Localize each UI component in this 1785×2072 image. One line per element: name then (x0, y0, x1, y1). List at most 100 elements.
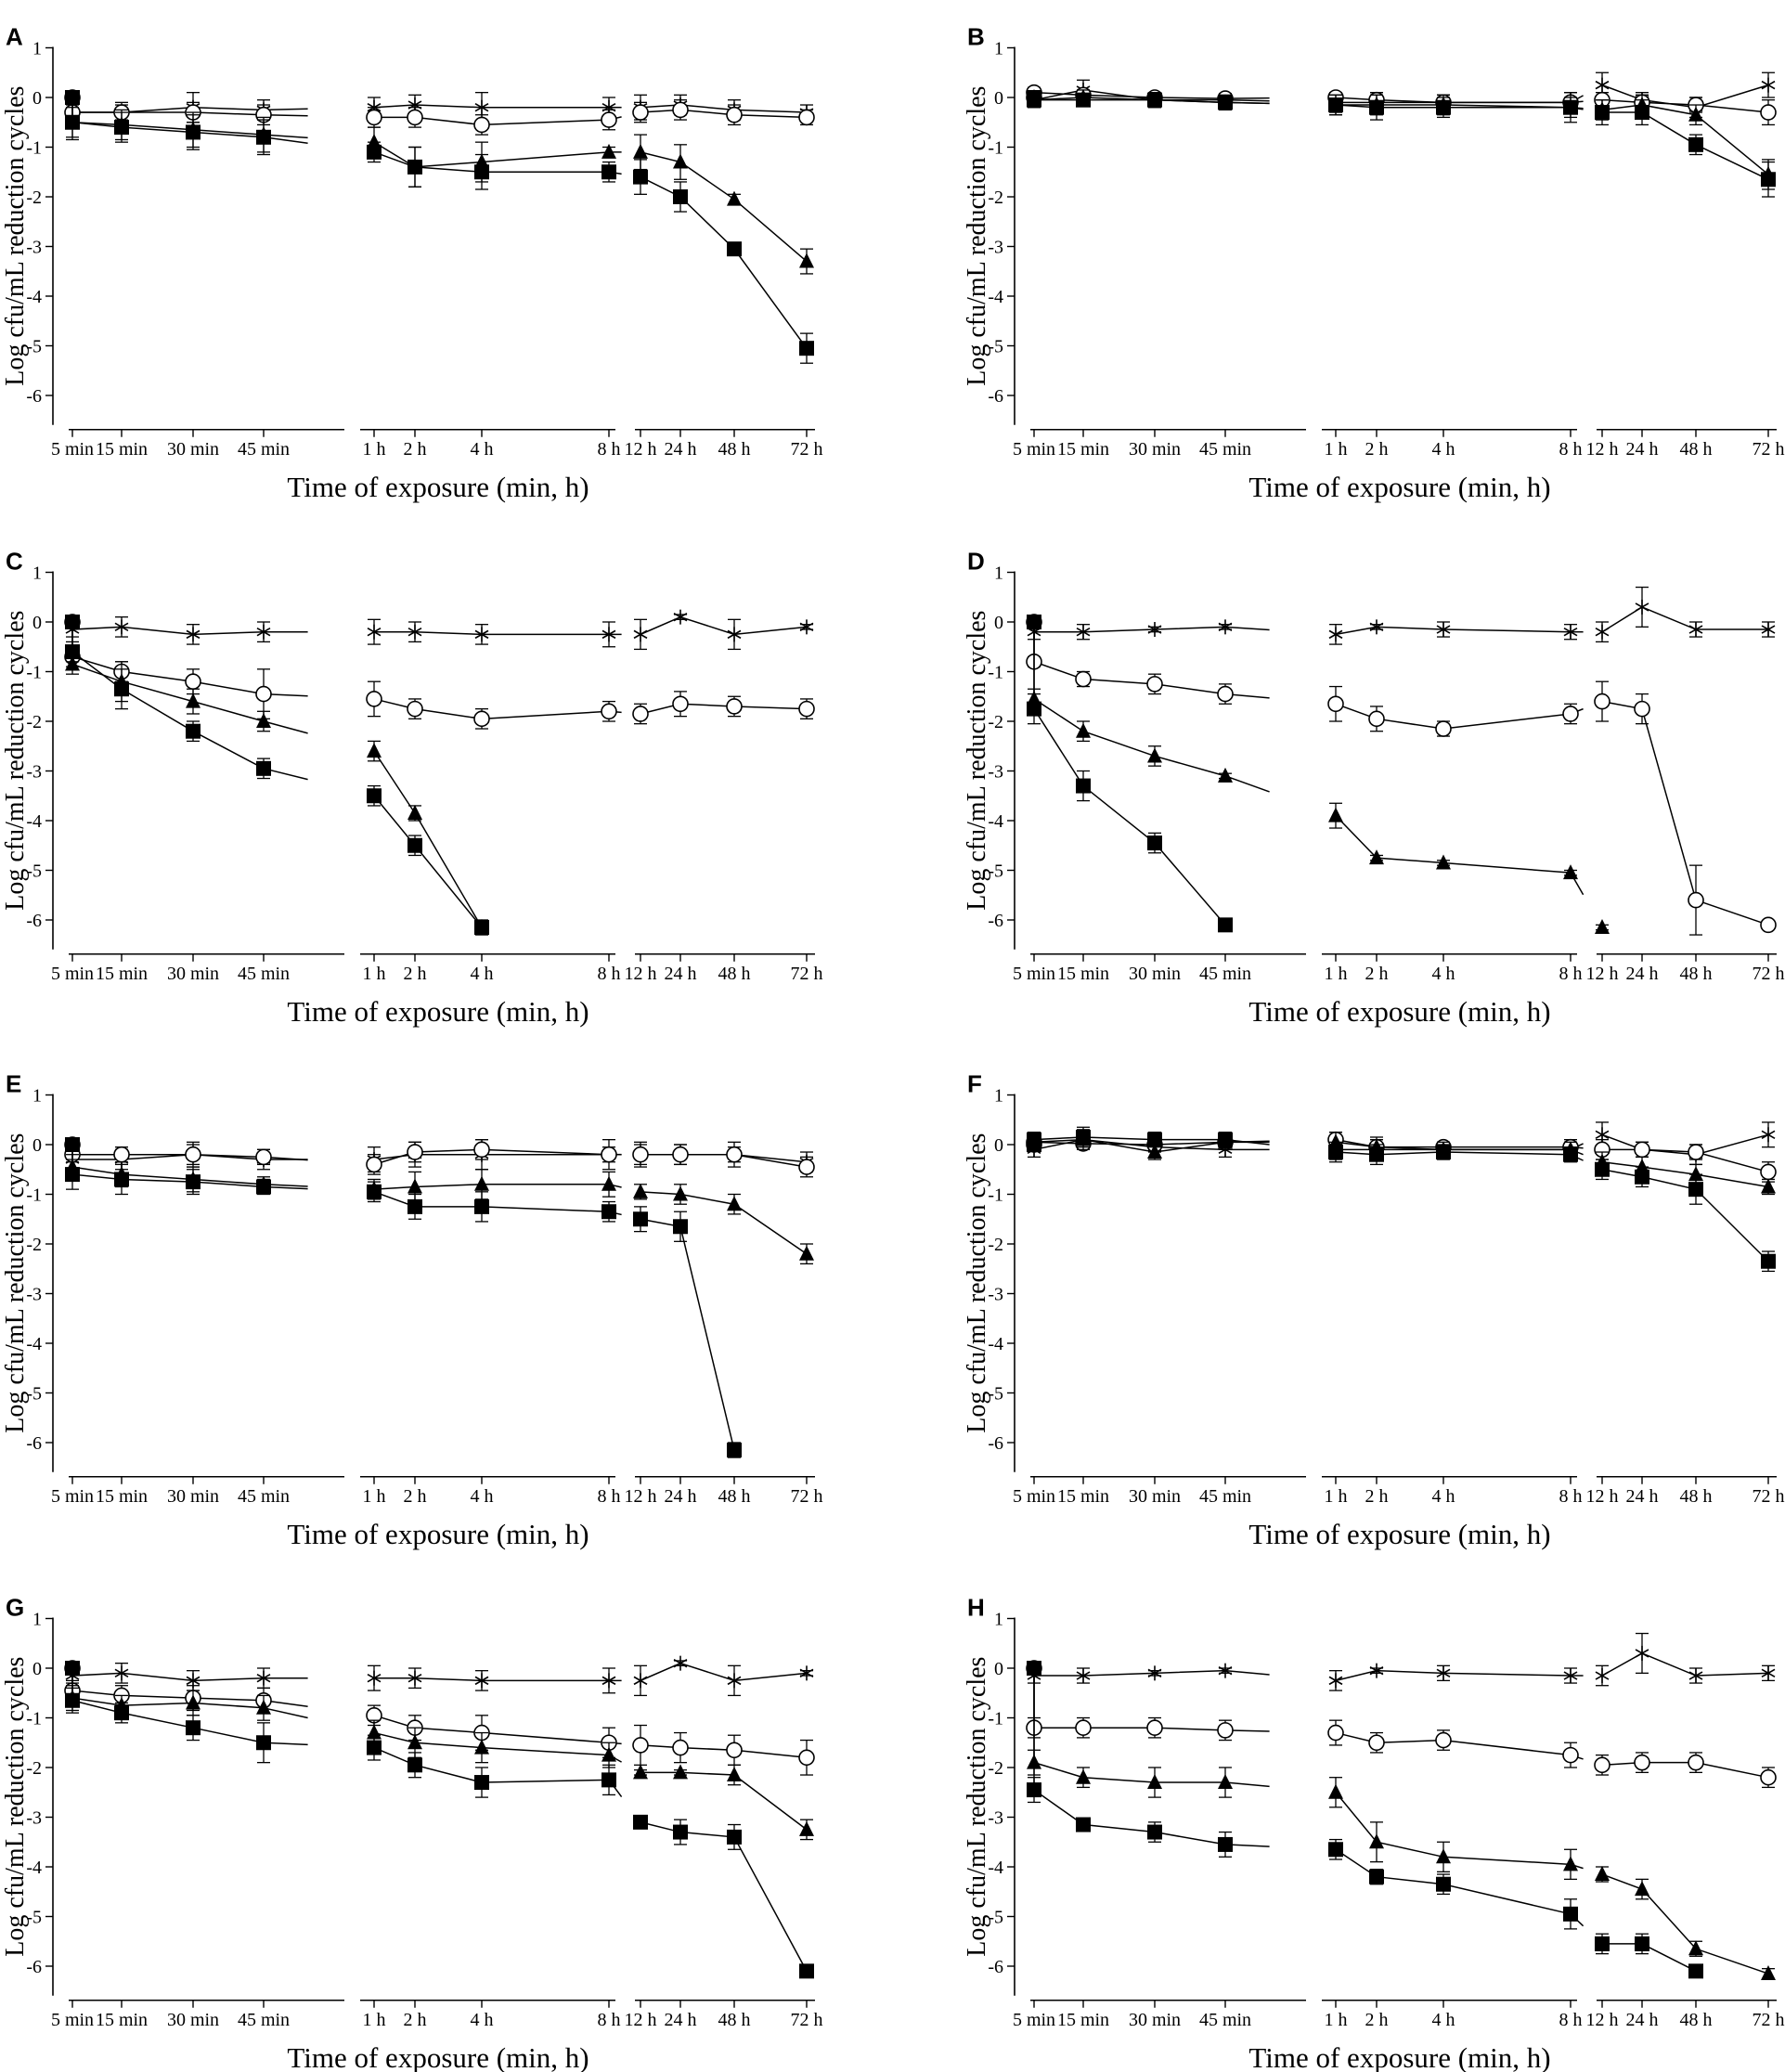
x-tick-label: 30 min (167, 2010, 219, 2030)
data-point-circle (632, 1146, 649, 1163)
data-point-star (601, 627, 616, 642)
data-point-circle (185, 1146, 201, 1163)
data-point-square (1369, 1146, 1384, 1162)
y-tick-label: -5 (988, 1384, 1003, 1405)
data-point-square (1027, 615, 1041, 629)
x-tick-label: 24 h (665, 2010, 697, 2030)
series-line-triangle (1335, 1141, 1571, 1151)
series-line-triangle (1335, 1792, 1572, 1866)
data-point-square (256, 1735, 271, 1751)
star-stroke (727, 1676, 742, 1686)
data-point-circle (1217, 685, 1234, 703)
series-line-star (71, 622, 265, 636)
series-line-square (71, 97, 265, 138)
data-point-square (727, 241, 742, 257)
x-tick-label: 30 min (167, 964, 219, 984)
x-tick-label: 4 h (1432, 964, 1455, 984)
series-line-star (1033, 622, 1226, 633)
x-tick-label: 2 h (1365, 439, 1389, 460)
data-point-square (367, 1740, 382, 1755)
y-tick-label: -6 (26, 1957, 42, 1977)
data-point-circle (672, 1146, 689, 1163)
x-tick-label: 1 h (363, 2010, 386, 2030)
data-point-triangle (474, 1175, 489, 1191)
series-line-circle (640, 1153, 808, 1168)
data-point-star (367, 1670, 382, 1686)
data-point-square (114, 120, 129, 136)
data-point-circle (1435, 720, 1452, 737)
data-point-star (673, 1655, 688, 1671)
star-stroke (673, 1658, 688, 1668)
x-tick-label: 30 min (167, 1486, 219, 1507)
data-point-triangle (727, 1196, 742, 1211)
series-line-circle (71, 1145, 265, 1159)
y-tick-label: -4 (26, 1858, 42, 1878)
data-point-circle (255, 1148, 272, 1166)
x-tick-label: 1 h (363, 439, 386, 460)
data-point-square (367, 144, 382, 160)
x-axis-title: Time of exposure (min, h) (287, 995, 589, 1028)
y-tick-label: -1 (988, 138, 1003, 159)
y-tick-label: 0 (32, 613, 42, 633)
series-line-triangle (1601, 1873, 1769, 1975)
y-tick-label: -3 (26, 238, 42, 258)
series-line-square (640, 175, 808, 349)
y-tick-label: -1 (26, 138, 42, 159)
data-point-star (474, 627, 489, 642)
data-point-star (1595, 77, 1610, 93)
y-tick-label: 1 (994, 1086, 1003, 1107)
y-tick-label: -1 (988, 1709, 1003, 1729)
series-bridge-triangle (263, 720, 308, 734)
x-tick-label: 12 h (1586, 964, 1619, 984)
series-line-triangle (1601, 1160, 1769, 1188)
star-stroke (114, 622, 129, 632)
y-axis-title: Log cfu/mL reduction cycles (1, 1657, 30, 1957)
series-line-triangle (71, 97, 265, 136)
data-point-star (1369, 1663, 1384, 1678)
panel-letter: B (967, 23, 985, 51)
x-tick-label: 24 h (665, 964, 697, 984)
x-tick-label: 8 h (598, 2010, 621, 2030)
data-point-square (1027, 1782, 1041, 1798)
data-point-triangle (1595, 1866, 1610, 1882)
data-point-star (1076, 1668, 1091, 1684)
star-stroke (1595, 1671, 1610, 1680)
series-line-square (373, 1191, 610, 1212)
data-point-circle (473, 116, 490, 134)
panel-letter: F (967, 1070, 982, 1098)
y-tick-label: -4 (988, 811, 1003, 832)
data-point-square (1218, 917, 1233, 933)
data-point-triangle (673, 1185, 688, 1201)
data-point-triangle (186, 693, 200, 708)
y-tick-label: -2 (26, 1235, 42, 1255)
star-stroke (1688, 625, 1703, 634)
x-tick-label: 5 min (1013, 2010, 1055, 2030)
data-point-circle (1327, 695, 1344, 713)
data-point-circle (1688, 1144, 1704, 1160)
series-line-star (374, 630, 609, 636)
x-tick-label: 8 h (1559, 1486, 1583, 1507)
y-tick-label: -2 (26, 712, 42, 732)
data-point-triangle (1328, 1783, 1343, 1799)
data-point-circle (1688, 891, 1704, 909)
data-point-star (799, 619, 814, 635)
data-point-star (1595, 624, 1610, 640)
y-tick-label: -1 (26, 1185, 42, 1206)
x-tick-label: 15 min (96, 1486, 148, 1507)
data-point-triangle (1076, 1768, 1091, 1784)
x-tick-label: 5 min (51, 439, 94, 460)
data-point-circle (1688, 1754, 1704, 1771)
x-tick-label: 8 h (1559, 964, 1583, 984)
x-tick-label: 72 h (791, 1486, 823, 1507)
data-point-star (1563, 624, 1578, 640)
data-point-square (1369, 1869, 1384, 1884)
data-point-circle (185, 673, 201, 691)
data-point-triangle (1328, 807, 1343, 822)
x-axis-title: Time of exposure (min, h) (287, 1518, 589, 1550)
data-point-triangle (673, 1764, 688, 1780)
star-stroke (407, 628, 422, 637)
data-point-circle (1760, 1768, 1777, 1786)
series-line-circle (1033, 91, 1226, 99)
x-tick-label: 8 h (1559, 2010, 1583, 2030)
